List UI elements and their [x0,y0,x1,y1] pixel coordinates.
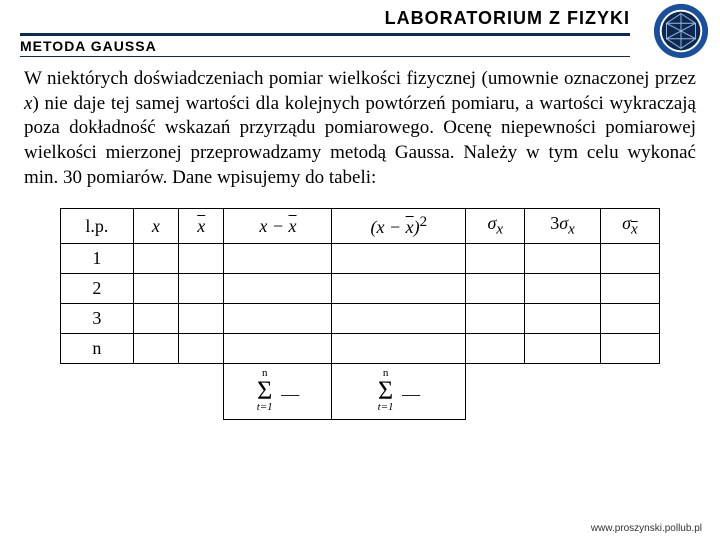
page-subtitle: METODA GAUSSA [20,38,700,54]
table-row: 1 [61,244,660,274]
rule-thick [20,33,630,36]
col-xbar: x [179,209,224,244]
col-sigma-x: σx [466,209,525,244]
data-table: l.p. x x x − x (x − x)2 σx 3σx σx 1 2 3 … [60,208,660,420]
page-title: LABORATORIUM Z FIZYKI [20,8,700,29]
col-x: x [133,209,178,244]
logo-icon [652,2,710,60]
body-paragraph: W niektórych doświadczeniach pomiar wiel… [0,67,720,190]
col-diff: x − x [224,209,332,244]
col-lp: l.p. [61,209,134,244]
col-3sigma: 3σx [525,209,600,244]
table-header-row: l.p. x x x − x (x − x)2 σx 3σx σx [61,209,660,244]
col-sigma-xbar: σx [600,209,659,244]
rule-thin [20,56,630,57]
col-sq: (x − x)2 [332,209,466,244]
footer-url: www.proszynski.pollub.pl [591,523,702,534]
table-row: 3 [61,304,660,334]
sum-cell-2: n Σ t=1 — [332,364,466,420]
table-sum-row: n Σ t=1 — n Σ t=1 — [61,364,660,420]
table-row: 2 [61,274,660,304]
table-row: n [61,334,660,364]
sum-cell-1: n Σ t=1 — [224,364,332,420]
